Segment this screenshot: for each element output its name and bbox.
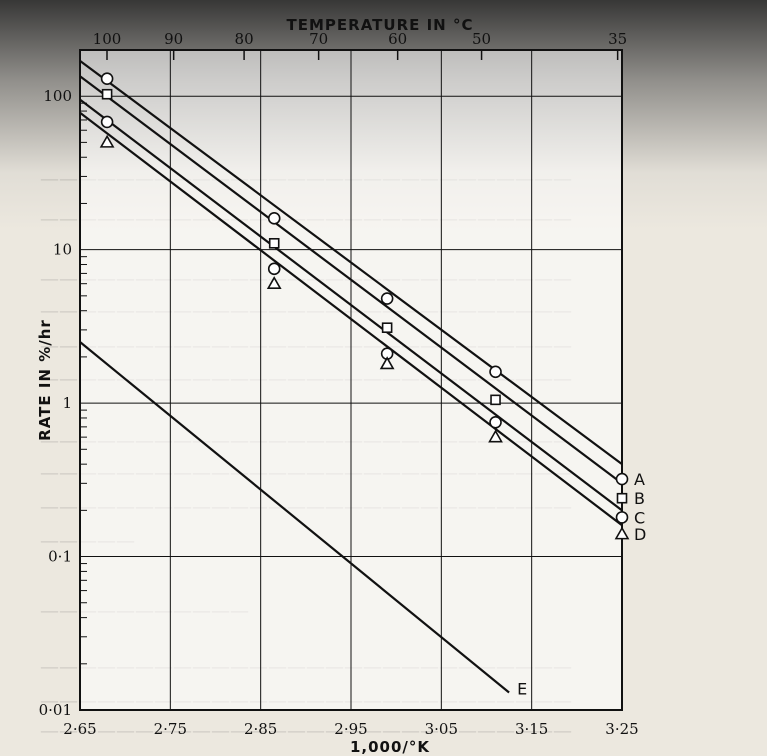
top-tick-label: 90 (164, 30, 183, 48)
y-minor-ticks (80, 49, 87, 665)
marker-triangle-d (614, 526, 630, 540)
marker-triangle-d (379, 356, 395, 370)
marker-circle-a (380, 292, 394, 305)
x-tick-label: 2·95 (334, 720, 367, 738)
x-tick-label: 2·85 (244, 720, 277, 738)
y-tick-label: 0·1 (48, 548, 72, 566)
y-axis-title: RATE IN %/hr (36, 319, 54, 441)
marker-circle-a (615, 472, 629, 486)
marker-circle-a (489, 365, 502, 379)
series-label-d: D (634, 525, 646, 544)
top-tick-label: 35 (608, 30, 627, 48)
series-label-b: B (634, 489, 645, 508)
series-lines (79, 59, 623, 694)
top-tick-labels: 100 90 80 70 60 50 35 (93, 30, 627, 60)
marker-circle-c (267, 262, 281, 276)
x-tick-label: 2·65 (63, 720, 96, 738)
top-tick-label: 60 (388, 30, 407, 48)
x-axis-title: 1,000/°K (350, 738, 430, 756)
y-tick-label: 0·01 (39, 701, 72, 719)
marker-square-b (616, 492, 628, 504)
top-tick-label: 80 (235, 30, 254, 48)
top-tick-label: 70 (309, 30, 328, 48)
marker-circle-c (489, 415, 502, 429)
marker-circle-a (267, 212, 281, 225)
series-markers (99, 72, 630, 540)
series-line-c (79, 98, 623, 512)
series-label-e: E (517, 680, 527, 699)
y-tick-label: 100 (43, 87, 72, 105)
marker-triangle-d (266, 276, 282, 289)
top-axis-title: TEMPERATURE IN °C (287, 16, 474, 34)
top-tick-label: 100 (93, 30, 122, 48)
marker-square-b (268, 237, 280, 249)
series-label-c: C (634, 508, 645, 527)
x-tick-label: 3·25 (605, 720, 638, 738)
marker-square-b (381, 322, 393, 333)
y-tick-labels: 0·01 0·1 1 10 100 (39, 87, 72, 719)
series-line-a (79, 59, 623, 466)
marker-circle-a (100, 72, 114, 86)
marker-circle-c (100, 115, 114, 129)
x-tick-label: 3·15 (515, 720, 548, 738)
top-tick-label: 50 (472, 30, 491, 48)
x-tick-labels: 2·65 2·75 2·85 2·95 3·05 3·15 3·25 (63, 720, 638, 738)
marker-triangle-d (99, 134, 115, 148)
y-tick-label: 1 (62, 394, 72, 412)
x-tick-label: 2·75 (154, 720, 187, 738)
series-line-e (79, 341, 510, 694)
series-line-d (79, 111, 623, 527)
marker-square-b (101, 88, 113, 100)
y-tick-label: 10 (53, 241, 72, 259)
marker-triangle-d (488, 429, 503, 443)
marker-circle-c (615, 511, 629, 524)
x-tick-label: 3·05 (425, 720, 458, 738)
plot-frame (79, 49, 623, 711)
series-label-a: A (634, 470, 645, 489)
series-line-b (79, 75, 623, 485)
marker-square-b (490, 394, 501, 406)
